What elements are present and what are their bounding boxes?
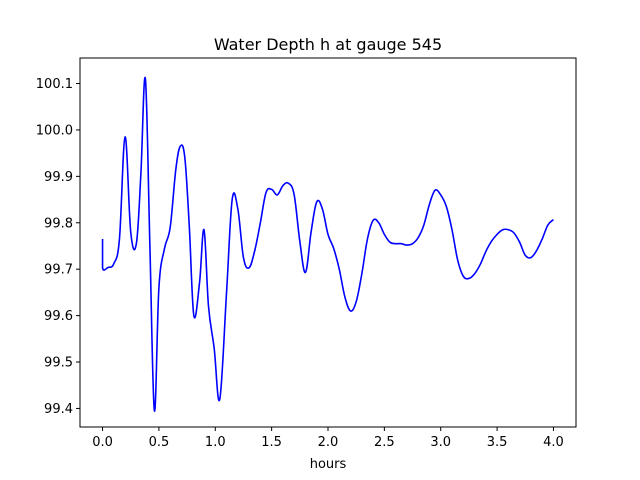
x-tick-label: 3.0 — [430, 435, 451, 450]
chart-title: Water Depth h at gauge 545 — [214, 35, 442, 54]
x-tick-label: 0.5 — [149, 435, 170, 450]
series-line — [101, 76, 555, 412]
x-tick-label: 2.5 — [374, 435, 395, 450]
y-tick-label: 99.9 — [44, 170, 73, 185]
x-tick-label: 4.0 — [543, 435, 564, 450]
y-axis: 99.4 99.5 99.6 99.7 99.8 99.9 100.0 100.1 — [36, 77, 80, 417]
plot-area — [101, 76, 555, 412]
x-axis: 0.0 0.5 1.0 1.5 2.0 2.5 3.0 3.5 4.0 — [92, 427, 564, 450]
y-tick-label: 100.1 — [36, 77, 73, 92]
x-tick-label: 0.0 — [92, 435, 113, 450]
y-tick-label: 99.7 — [44, 263, 73, 278]
y-tick-label: 99.5 — [44, 356, 73, 371]
x-tick-label: 1.0 — [205, 435, 226, 450]
x-tick-label: 2.0 — [318, 435, 339, 450]
y-tick-label: 100.0 — [36, 123, 73, 138]
x-tick-label: 1.5 — [261, 435, 282, 450]
y-tick-label: 99.6 — [44, 309, 73, 324]
x-axis-label: hours — [310, 457, 347, 472]
x-tick-label: 3.5 — [487, 435, 508, 450]
y-tick-label: 99.4 — [44, 402, 73, 417]
y-tick-label: 99.8 — [44, 216, 73, 231]
